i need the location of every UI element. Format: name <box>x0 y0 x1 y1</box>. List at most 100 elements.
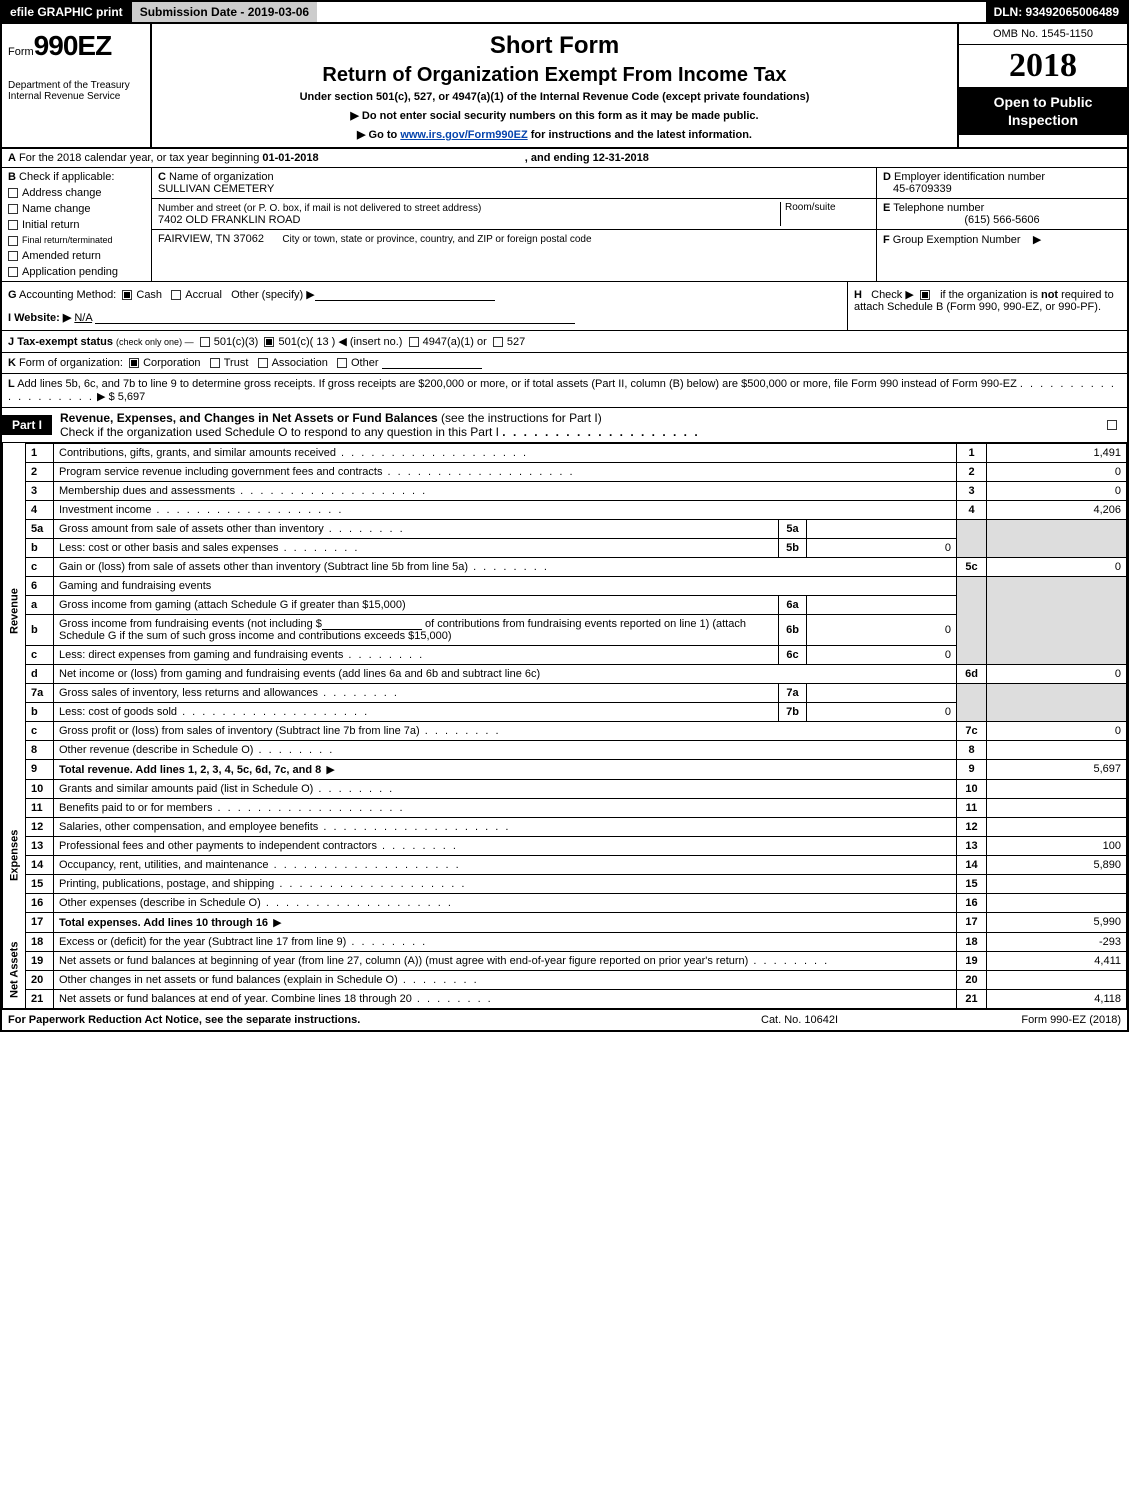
part1-header: Part I Revenue, Expenses, and Changes in… <box>2 408 1127 443</box>
opt-527: 527 <box>507 336 525 348</box>
part1-dots <box>502 425 699 439</box>
r12-num: 12 <box>26 817 54 836</box>
other-specify-line[interactable] <box>315 289 495 301</box>
chk-trust[interactable] <box>210 358 220 368</box>
r13-rnum: 13 <box>957 836 987 855</box>
opt-501c: 501(c)( 13 ) ◀ (insert no.) <box>278 336 402 348</box>
opt-cash: Cash <box>136 289 162 301</box>
r10-rval <box>987 779 1127 798</box>
r6a-mv <box>807 595 957 614</box>
r7b-desc: Less: cost of goods sold <box>54 702 779 721</box>
i-title: Website: ▶ <box>14 312 71 324</box>
irs-link[interactable]: www.irs.gov/Form990EZ <box>400 129 527 141</box>
r8-rnum: 8 <box>957 740 987 759</box>
r5b-mv: 0 <box>807 538 957 557</box>
top-bar: efile GRAPHIC print Submission Date - 20… <box>2 2 1127 24</box>
row-2: 2 Program service revenue including gove… <box>3 462 1127 481</box>
r20-desc-text: Other changes in net assets or fund bala… <box>59 974 398 986</box>
sidebar-expenses: Expenses <box>3 779 26 932</box>
chk-501c3[interactable] <box>200 337 210 347</box>
form-990ez-page: efile GRAPHIC print Submission Date - 20… <box>0 0 1129 1032</box>
r6c-mv: 0 <box>807 645 957 664</box>
r2-dots <box>382 466 574 478</box>
r6b-blank[interactable] <box>322 618 422 630</box>
tax-year-begin: 01-01-2018 <box>262 152 318 164</box>
r6-shade <box>957 576 987 664</box>
chk-corp[interactable] <box>129 358 139 368</box>
chk-h[interactable] <box>920 290 930 300</box>
r17-dots <box>268 917 284 929</box>
part1-checkbox[interactable] <box>1107 420 1117 430</box>
r2-rval: 0 <box>987 462 1127 481</box>
row-10: Expenses 10 Grants and similar amounts p… <box>3 779 1127 798</box>
h-text2: if the organization is <box>940 289 1041 301</box>
chk-amended[interactable] <box>8 251 18 261</box>
open-to-public: Open to Public Inspection <box>959 88 1127 135</box>
org-street: 7402 OLD FRANKLIN ROAD <box>158 214 300 226</box>
row-6: 6 Gaming and fundraising events <box>3 576 1127 595</box>
row-17: 17 Total expenses. Add lines 10 through … <box>3 912 1127 932</box>
instr2-post: for instructions and the latest informat… <box>528 129 752 141</box>
r9-desc-text: Total revenue. Add lines 1, 2, 3, 4, 5c,… <box>59 764 321 776</box>
r11-rnum: 11 <box>957 798 987 817</box>
label-b: B <box>8 171 16 183</box>
d-row: D Employer identification number 45-6709… <box>877 168 1127 199</box>
chk-name-change[interactable] <box>8 204 18 214</box>
row-3: 3 Membership dues and assessments 3 0 <box>3 481 1127 500</box>
chk-527[interactable] <box>493 337 503 347</box>
form-subtitle: Under section 501(c), 527, or 4947(a)(1)… <box>162 91 947 103</box>
r20-rval <box>987 970 1127 989</box>
r3-num: 3 <box>26 481 54 500</box>
r5c-rval: 0 <box>987 557 1127 576</box>
r5ab-shade-val <box>987 519 1127 557</box>
r7a-dots <box>318 687 399 699</box>
r19-desc: Net assets or fund balances at beginning… <box>54 951 957 970</box>
chk-501c[interactable] <box>264 337 274 347</box>
r16-rnum: 16 <box>957 893 987 912</box>
chk-initial-return[interactable] <box>8 220 18 230</box>
r21-desc-text: Net assets or fund balances at end of ye… <box>59 993 412 1005</box>
line-j: J Tax-exempt status (check only one) — 5… <box>2 331 1127 353</box>
instr2-pre: ▶ Go to <box>357 129 400 141</box>
r7b-mv: 0 <box>807 702 957 721</box>
sidebar-revenue: Revenue <box>3 443 26 779</box>
r15-desc: Printing, publications, postage, and shi… <box>54 874 957 893</box>
r2-desc-text: Program service revenue including govern… <box>59 466 382 478</box>
opt-amended: Amended return <box>22 250 101 262</box>
chk-4947[interactable] <box>409 337 419 347</box>
row-21: 21 Net assets or fund balances at end of… <box>3 989 1127 1008</box>
r8-num: 8 <box>26 740 54 759</box>
chk-accrual[interactable] <box>171 290 181 300</box>
chk-other-org[interactable] <box>337 358 347 368</box>
org-name: SULLIVAN CEMETERY <box>158 183 274 195</box>
r13-rval: 100 <box>987 836 1127 855</box>
r7c-desc-text: Gross profit or (loss) from sales of inv… <box>59 725 420 737</box>
r18-desc: Excess or (deficit) for the year (Subtra… <box>54 932 957 951</box>
opt-4947: 4947(a)(1) or <box>423 336 487 348</box>
r5b-num: b <box>26 538 54 557</box>
topbar-spacer <box>317 2 985 22</box>
row-12: 12 Salaries, other compensation, and emp… <box>3 817 1127 836</box>
chk-assoc[interactable] <box>258 358 268 368</box>
chk-final-return[interactable] <box>8 236 18 246</box>
chk-address-change[interactable] <box>8 188 18 198</box>
r6d-rnum: 6d <box>957 664 987 683</box>
row-5a: 5a Gross amount from sale of assets othe… <box>3 519 1127 538</box>
r8-rval <box>987 740 1127 759</box>
chk-cash[interactable] <box>122 290 132 300</box>
row-gh: G Accounting Method: Cash Accrual Other … <box>2 282 1127 331</box>
r11-dots <box>212 802 404 814</box>
r19-rnum: 19 <box>957 951 987 970</box>
r6a-mn: 6a <box>779 595 807 614</box>
opt-other-org: Other <box>351 357 379 369</box>
r6c-dots <box>343 649 424 661</box>
r5a-desc-text: Gross amount from sale of assets other t… <box>59 523 324 535</box>
r17-desc-text: Total expenses. Add lines 10 through 16 <box>59 917 268 929</box>
block-bcdef: B Check if applicable: Address change Na… <box>2 168 1127 282</box>
r18-rnum: 18 <box>957 932 987 951</box>
b-title: Check if applicable: <box>19 171 114 183</box>
room-suite-label: Room/suite <box>780 202 870 226</box>
efile-print-button[interactable]: efile GRAPHIC print <box>2 2 131 22</box>
chk-app-pending[interactable] <box>8 267 18 277</box>
opt-address-change: Address change <box>22 187 102 199</box>
